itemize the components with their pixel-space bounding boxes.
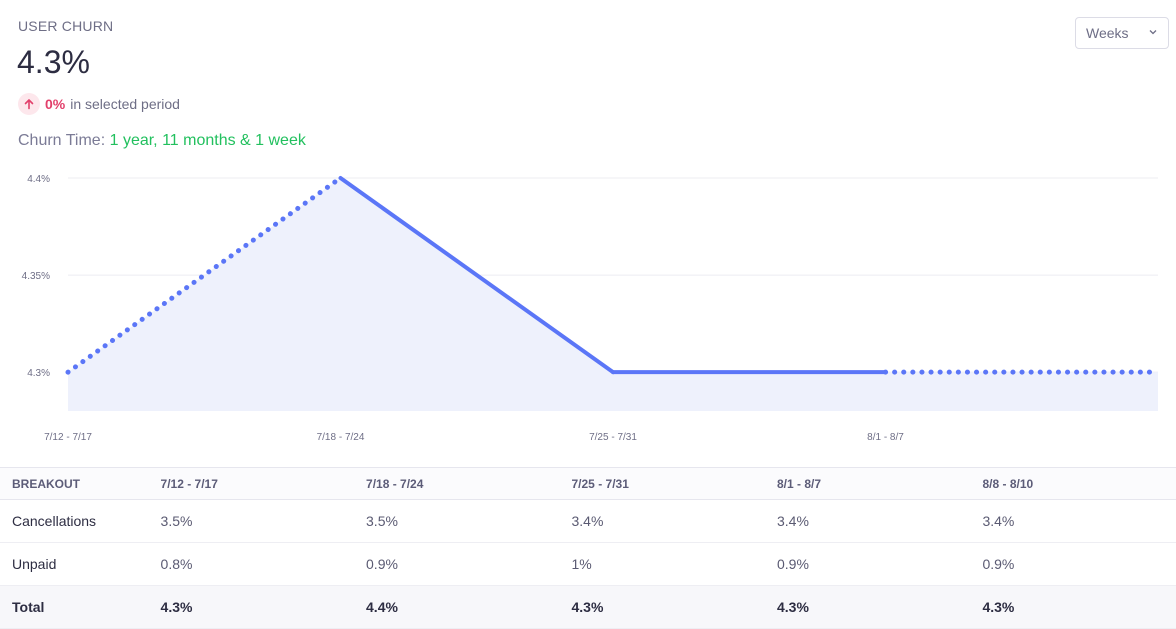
table-row: Unpaid 0.8% 0.9% 1% 0.9% 0.9% [0, 542, 1176, 586]
delta-row: 0% in selected period [18, 93, 180, 115]
table-cell: 4.3% [764, 585, 971, 629]
table-cell: 3.4% [764, 499, 971, 543]
kpi-title: USER CHURN [18, 18, 114, 34]
period-select[interactable]: Weeks [1075, 17, 1169, 49]
x-tick-label: 7/25 - 7/31 [589, 432, 637, 443]
table-cell: 3.4% [559, 499, 765, 543]
breakout-header-cell: 8/8 - 8/10 [970, 467, 1176, 500]
table-cell: 4.4% [354, 585, 560, 629]
breakout-header-row: BREAKOUT 7/12 - 7/17 7/18 - 7/24 7/25 - … [0, 467, 1176, 500]
breakout-table: BREAKOUT 7/12 - 7/17 7/18 - 7/24 7/25 - … [0, 467, 1176, 629]
x-tick-label: 7/18 - 7/24 [317, 432, 365, 443]
x-tick-label: 7/12 - 7/17 [44, 432, 92, 443]
delta-text: in selected period [70, 96, 180, 112]
churn-time: Churn Time: 1 year, 11 months & 1 week [18, 132, 306, 150]
table-row: Cancellations 3.5% 3.5% 3.4% 3.4% 3.4% [0, 499, 1176, 543]
x-tick-label: 8/1 - 8/7 [867, 432, 904, 443]
row-label: Unpaid [0, 542, 149, 586]
churn-time-value: 1 year, 11 months & 1 week [109, 132, 306, 149]
breakout-header-cell: 7/12 - 7/17 [148, 467, 355, 500]
churn-time-label: Churn Time: [18, 132, 106, 149]
period-select-value: Weeks [1086, 25, 1129, 41]
breakout-header-cell: 7/25 - 7/31 [559, 467, 765, 500]
y-tick-label: 4.35% [22, 271, 50, 282]
row-label: Total [0, 585, 149, 629]
chevron-down-icon [1148, 27, 1158, 40]
series-line-dotted [65, 175, 343, 375]
breakout-header-cell: 8/1 - 8/7 [764, 467, 971, 500]
table-cell: 3.4% [970, 499, 1176, 543]
breakout-header-cell: 7/18 - 7/24 [354, 467, 560, 500]
table-cell: 4.3% [970, 585, 1176, 629]
table-cell: 3.5% [148, 499, 355, 543]
table-cell: 0.9% [764, 542, 971, 586]
y-tick-label: 4.3% [27, 368, 50, 379]
table-row-total: Total 4.3% 4.4% 4.3% 4.3% 4.3% [0, 585, 1176, 629]
row-label: Cancellations [0, 499, 149, 543]
kpi-value: 4.3% [17, 44, 90, 80]
area-fill [68, 178, 1158, 411]
table-cell: 1% [559, 542, 765, 586]
table-cell: 0.8% [148, 542, 355, 586]
series-line [338, 176, 615, 375]
table-cell: 4.3% [148, 585, 355, 629]
breakout-header-cell: BREAKOUT [0, 467, 149, 500]
delta-value: 0% [45, 96, 66, 112]
y-tick-label: 4.4% [27, 174, 50, 185]
table-cell: 0.9% [354, 542, 560, 586]
table-cell: 4.3% [559, 585, 765, 629]
churn-line-chart: 4.3% 4.35% 4.4% 7/12 - 7/17 7/18 - 7/24 7/25 … [22, 174, 1161, 443]
table-cell: 0.9% [970, 542, 1176, 586]
table-cell: 3.5% [354, 499, 560, 543]
arrow-up-icon [18, 93, 40, 115]
